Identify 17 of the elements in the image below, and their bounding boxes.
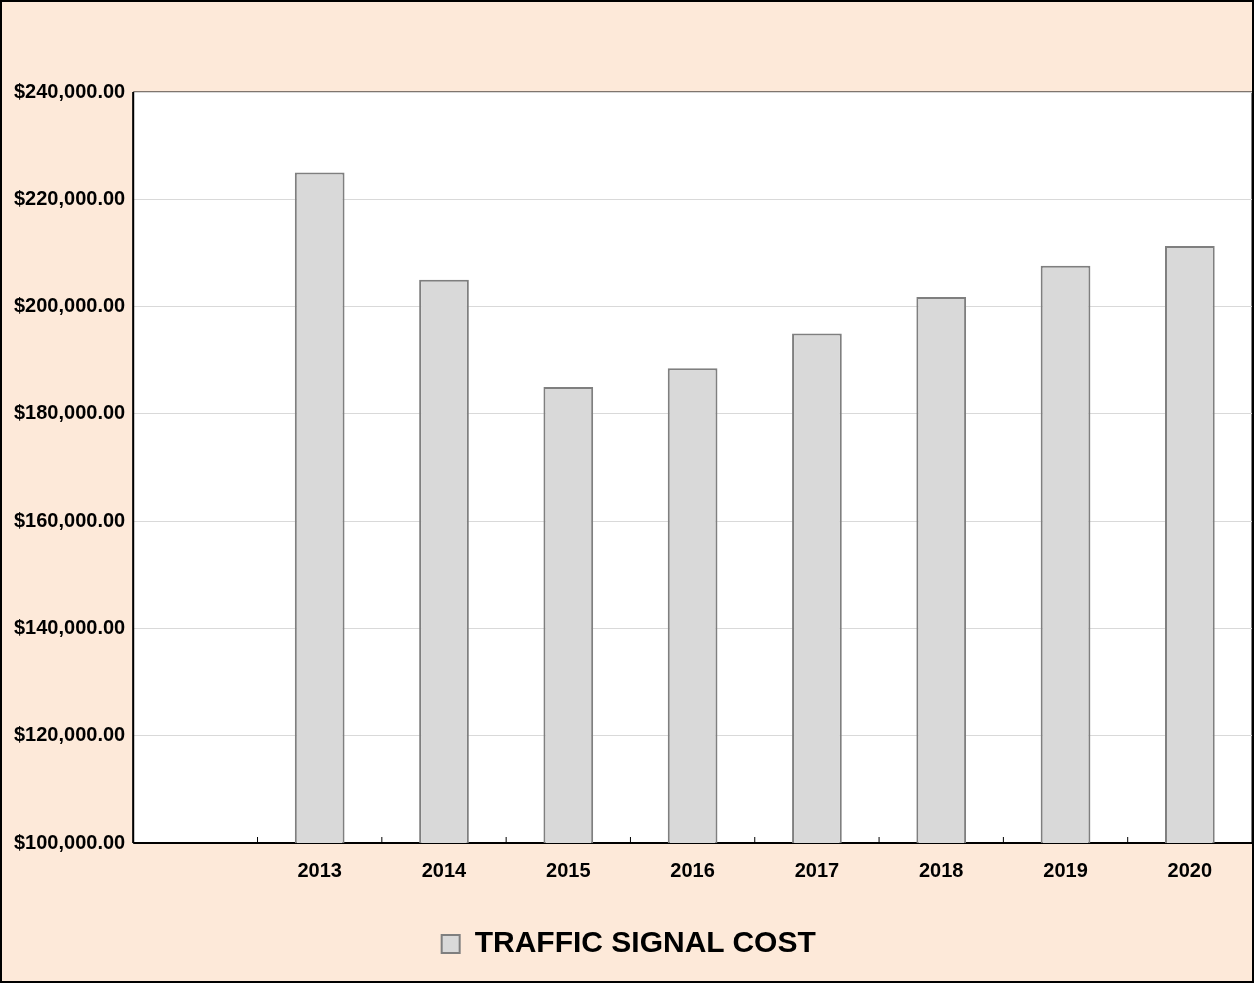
x-tick-label: 2015 [546, 858, 591, 881]
x-tick-label: 2019 [1043, 858, 1088, 881]
x-tick-label: 2014 [421, 858, 468, 881]
y-tick-label: $120,000.00 [13, 723, 126, 746]
x-tick-label: 2017 [794, 858, 840, 881]
x-tick-label: 2018 [918, 858, 964, 881]
y-tick-label: $140,000.00 [13, 615, 126, 638]
y-tick-label: $240,000.00 [13, 79, 126, 102]
y-tick-label: $200,000.00 [13, 294, 126, 317]
x-tick-label: 2016 [670, 858, 715, 881]
y-tick-label: $100,000.00 [13, 830, 126, 853]
y-tick-label: $220,000.00 [13, 186, 126, 209]
legend-label: TRAFFIC SIGNAL COST [474, 925, 816, 959]
y-tick-label: $160,000.00 [13, 508, 126, 531]
y-tick-label: $180,000.00 [13, 401, 126, 424]
x-tick-label: 2013 [297, 858, 342, 881]
x-tick-label: 2020 [1167, 858, 1213, 881]
